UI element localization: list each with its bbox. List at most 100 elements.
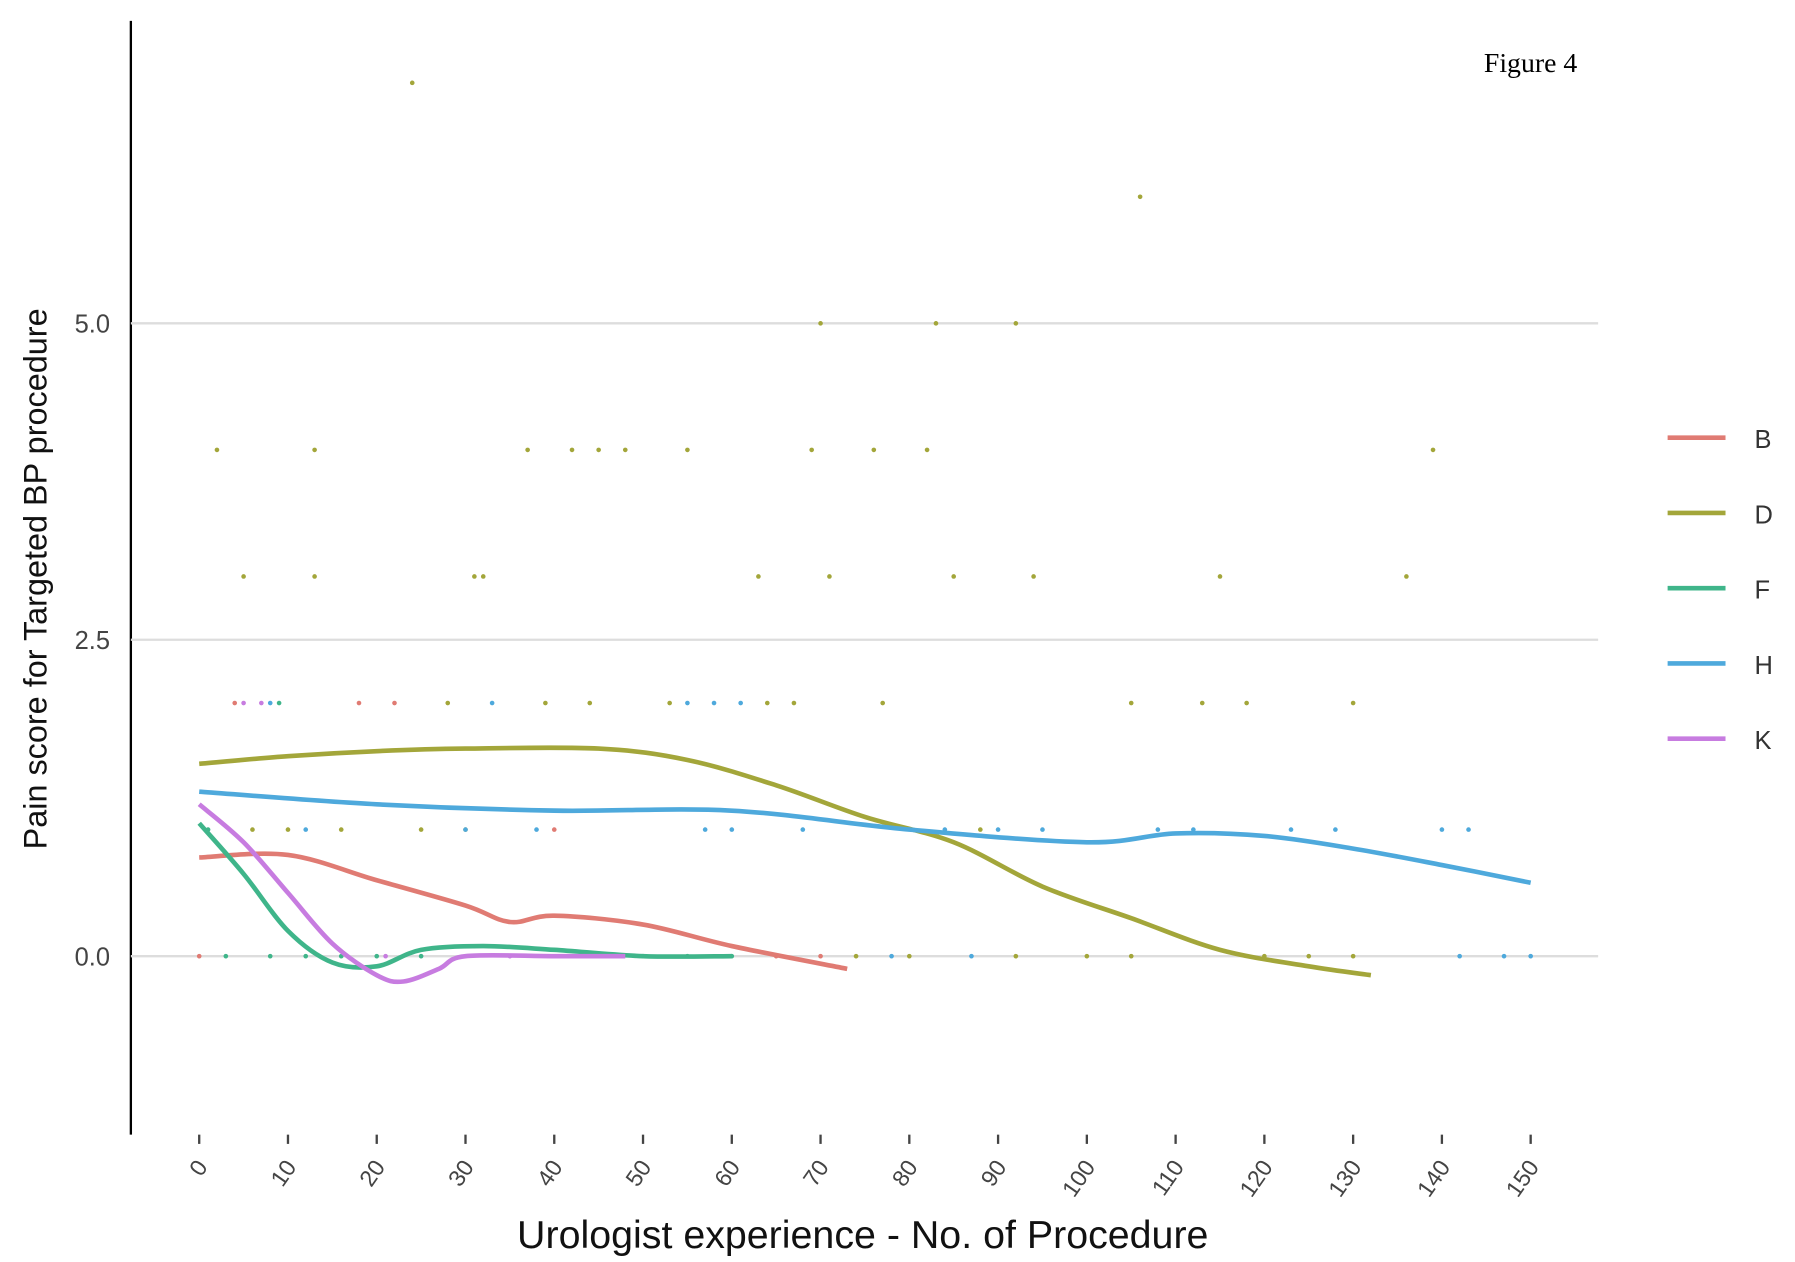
point [933, 321, 939, 326]
x-tick-label: 130 [1323, 1155, 1366, 1202]
point [711, 700, 717, 706]
point [241, 574, 246, 579]
x-tick-label: 90 [975, 1155, 1011, 1191]
point [241, 700, 246, 706]
point [551, 827, 557, 832]
point [250, 827, 255, 832]
point [818, 953, 823, 959]
point [622, 447, 628, 453]
x-tick-label: 20 [354, 1155, 390, 1191]
point [214, 447, 220, 453]
point [1084, 953, 1090, 959]
point [1288, 827, 1294, 832]
point [472, 574, 477, 579]
point [1430, 447, 1436, 453]
point [1439, 827, 1445, 832]
x-tick-label: 40 [532, 1155, 568, 1191]
point [543, 700, 548, 706]
point [223, 953, 229, 959]
x-tick-label: 50 [620, 1155, 656, 1191]
point [1466, 827, 1471, 832]
point [978, 827, 983, 832]
point [1333, 827, 1338, 832]
x-tick-label: 110 [1147, 1155, 1189, 1200]
smooth-line [197, 821, 732, 970]
point [1031, 574, 1036, 579]
point [418, 827, 424, 832]
point [685, 700, 690, 706]
point [596, 447, 601, 453]
y-tick-label: 5.0 [75, 311, 110, 339]
point [853, 953, 859, 959]
x-tick-label: 120 [1234, 1155, 1277, 1202]
point [685, 447, 690, 453]
point [1350, 953, 1356, 959]
y-tick-label: 0.0 [75, 943, 110, 971]
point [1013, 321, 1019, 326]
point [267, 953, 273, 959]
point [951, 574, 957, 579]
point [809, 447, 814, 453]
point [764, 700, 770, 706]
point [259, 700, 264, 706]
point [489, 700, 495, 706]
point [312, 447, 317, 453]
point [702, 827, 708, 832]
point [1306, 953, 1312, 959]
point [995, 827, 1001, 832]
smooth-line [199, 851, 848, 972]
point [1155, 827, 1161, 832]
point [1128, 700, 1134, 706]
y-axis-label: Pain score for Targeted BP procedure [17, 308, 53, 849]
point [587, 700, 593, 706]
point [1137, 194, 1143, 200]
point [445, 700, 451, 706]
point [312, 574, 317, 579]
point [303, 827, 309, 832]
point [463, 827, 468, 832]
point [418, 953, 424, 959]
point [800, 827, 806, 832]
point [409, 80, 415, 86]
point [1404, 574, 1409, 579]
point [924, 447, 930, 453]
point [880, 700, 886, 706]
point [1128, 953, 1134, 959]
point [729, 827, 735, 832]
point [791, 700, 797, 706]
point [756, 574, 761, 579]
x-tick-label: 70 [798, 1155, 834, 1191]
point [1244, 700, 1249, 706]
point [356, 700, 362, 706]
smooth-line [199, 745, 1372, 978]
y-tick-label: 2.5 [75, 627, 110, 655]
point [1217, 574, 1223, 579]
x-tick-label: 0 [184, 1155, 213, 1180]
point [392, 700, 397, 706]
point [267, 700, 273, 706]
point [534, 827, 539, 832]
point [383, 953, 388, 959]
point [232, 700, 238, 706]
point [196, 953, 202, 959]
point [285, 827, 291, 832]
x-axis-label: Urologist experience - No. of Procedure [517, 1213, 1208, 1257]
smooth-line [197, 802, 626, 985]
x-tick-label: 80 [887, 1155, 923, 1191]
point [480, 574, 486, 579]
point [374, 953, 380, 959]
x-tick-label: 140 [1412, 1155, 1455, 1202]
point [1199, 700, 1205, 706]
chart-title: Figure 4 [1484, 48, 1577, 79]
point [827, 574, 832, 579]
x-tick-label: 30 [443, 1155, 479, 1191]
point [338, 827, 344, 832]
point [667, 700, 672, 706]
x-tick-label: 60 [709, 1155, 745, 1191]
point [303, 953, 309, 959]
point [1040, 827, 1045, 832]
legend-label: F [1754, 577, 1770, 605]
smooth-line [199, 789, 1532, 886]
